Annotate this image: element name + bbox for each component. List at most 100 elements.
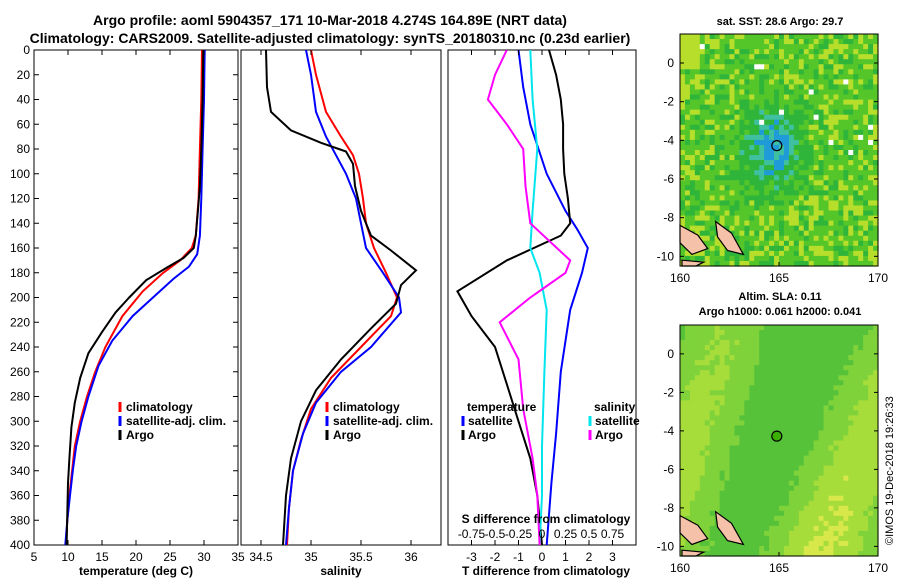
sla-map-cell (793, 535, 800, 542)
sst-map-cell (699, 64, 706, 70)
sla-map-cell (699, 445, 706, 452)
sst-map-cell (848, 195, 854, 202)
sla-map-cell (749, 460, 755, 467)
sst-map-cell (764, 49, 770, 55)
sst-map-cell (858, 124, 864, 131)
sla-map-cell (873, 420, 879, 427)
sst-map-cell (838, 170, 844, 176)
sla-map-cell (779, 340, 785, 346)
sst-map-cell (813, 195, 820, 202)
sst-map-cell (843, 180, 849, 186)
sst-map-cell (694, 54, 701, 60)
sla-map-cell (680, 325, 686, 331)
sla-map-cell (863, 510, 869, 517)
sla-map-cell (749, 515, 755, 522)
sst-map-cell (739, 69, 745, 75)
sla-map-cell (798, 360, 805, 366)
sst-map-cell (764, 59, 770, 65)
sst-map-cell (848, 74, 854, 80)
sla-map-cell (873, 460, 879, 467)
sst-map-cell (803, 255, 810, 262)
sla-map-cell (873, 405, 879, 411)
sst-map-cell (828, 99, 835, 106)
sla-map-cell (769, 340, 775, 346)
sst-map-cell (694, 79, 701, 86)
sst-map-cell (764, 150, 770, 156)
sst-map-cell (853, 49, 859, 55)
sla-map-cell (779, 325, 785, 331)
sst-map-cell (774, 89, 780, 96)
sst-map-cell (739, 155, 745, 161)
sst-map-cell (779, 119, 785, 126)
sst-map-cell (699, 34, 706, 40)
sst-map-cell (863, 59, 869, 65)
sla-map-cell (823, 535, 830, 542)
sla-map-cell (694, 405, 701, 411)
sla-map-cell (828, 465, 835, 472)
sst-map-cell (734, 155, 740, 161)
sst-map-cell (759, 94, 765, 101)
sla-map-cell (694, 505, 701, 512)
sst-map-cell (858, 119, 864, 126)
sla-map-cell (724, 335, 731, 341)
sla-map-cell (838, 435, 844, 442)
sla-map-cell (704, 395, 711, 401)
sst-map-cell (754, 225, 760, 232)
sst-map-cell (739, 79, 745, 86)
sst-map-cell (714, 175, 721, 181)
sla-map-cell (873, 520, 879, 527)
sla-map-cell (783, 435, 790, 442)
sst-map-cell (838, 44, 844, 50)
sla-map-cell (764, 430, 770, 437)
sst-map-cell (754, 190, 760, 196)
sst-map-cell (843, 79, 849, 86)
sst-map-cell (774, 195, 780, 202)
sst-map-cell (734, 144, 740, 151)
sst-map-cell (680, 89, 686, 96)
sst-map-cell (803, 44, 810, 50)
sla-map-cell (848, 420, 854, 427)
sst-map-cell (868, 49, 874, 55)
sla-map-cell (754, 530, 760, 537)
sst-map-cell (828, 175, 835, 181)
sla-map-cell (783, 405, 790, 411)
sla-map-cell (779, 395, 785, 401)
sla-map-cell (798, 470, 805, 477)
sla-map-cell (808, 430, 815, 437)
sla-map-cell (848, 390, 854, 396)
sst-map-cell (833, 69, 839, 75)
sst-map-cell (818, 39, 825, 45)
sst-map-cell (813, 220, 820, 227)
sla-lon-tick-label: 165 (769, 561, 789, 575)
sla-map-cell (798, 345, 805, 351)
sla-map-cell (833, 330, 839, 336)
sst-map-cell (714, 64, 721, 70)
sla-map-cell (808, 420, 815, 427)
sla-map-cell (744, 445, 750, 452)
sla-map-cell (798, 500, 805, 507)
sst-map-cell (788, 225, 795, 232)
difference-x2tick-label: 0.5 (581, 527, 598, 541)
sst-map-cell (759, 205, 765, 212)
sst-map-cell (863, 150, 869, 156)
sla-map-cell (709, 325, 716, 331)
sst-map-cell (734, 134, 740, 141)
sst-map-cell (798, 99, 805, 106)
sla-map-cell (774, 405, 780, 411)
sst-map-cell (739, 225, 745, 232)
sla-map-cell (803, 420, 810, 427)
sla-map-cell (808, 455, 815, 462)
sst-map-cell (818, 165, 825, 171)
sst-map-cell (749, 34, 755, 40)
sst-map-cell (813, 190, 820, 196)
sla-map-cell (833, 415, 839, 422)
sst-map-cell (764, 235, 770, 242)
sst-map-cell (808, 114, 815, 121)
sst-map-cell (704, 114, 711, 121)
sla-map-cell (739, 390, 745, 396)
sst-map-cell (818, 215, 825, 222)
sst-map-cell (828, 165, 835, 171)
sla-map-cell (684, 395, 691, 401)
difference-x2tick-label: -0.5 (485, 527, 506, 541)
sla-map-cell (779, 545, 785, 552)
